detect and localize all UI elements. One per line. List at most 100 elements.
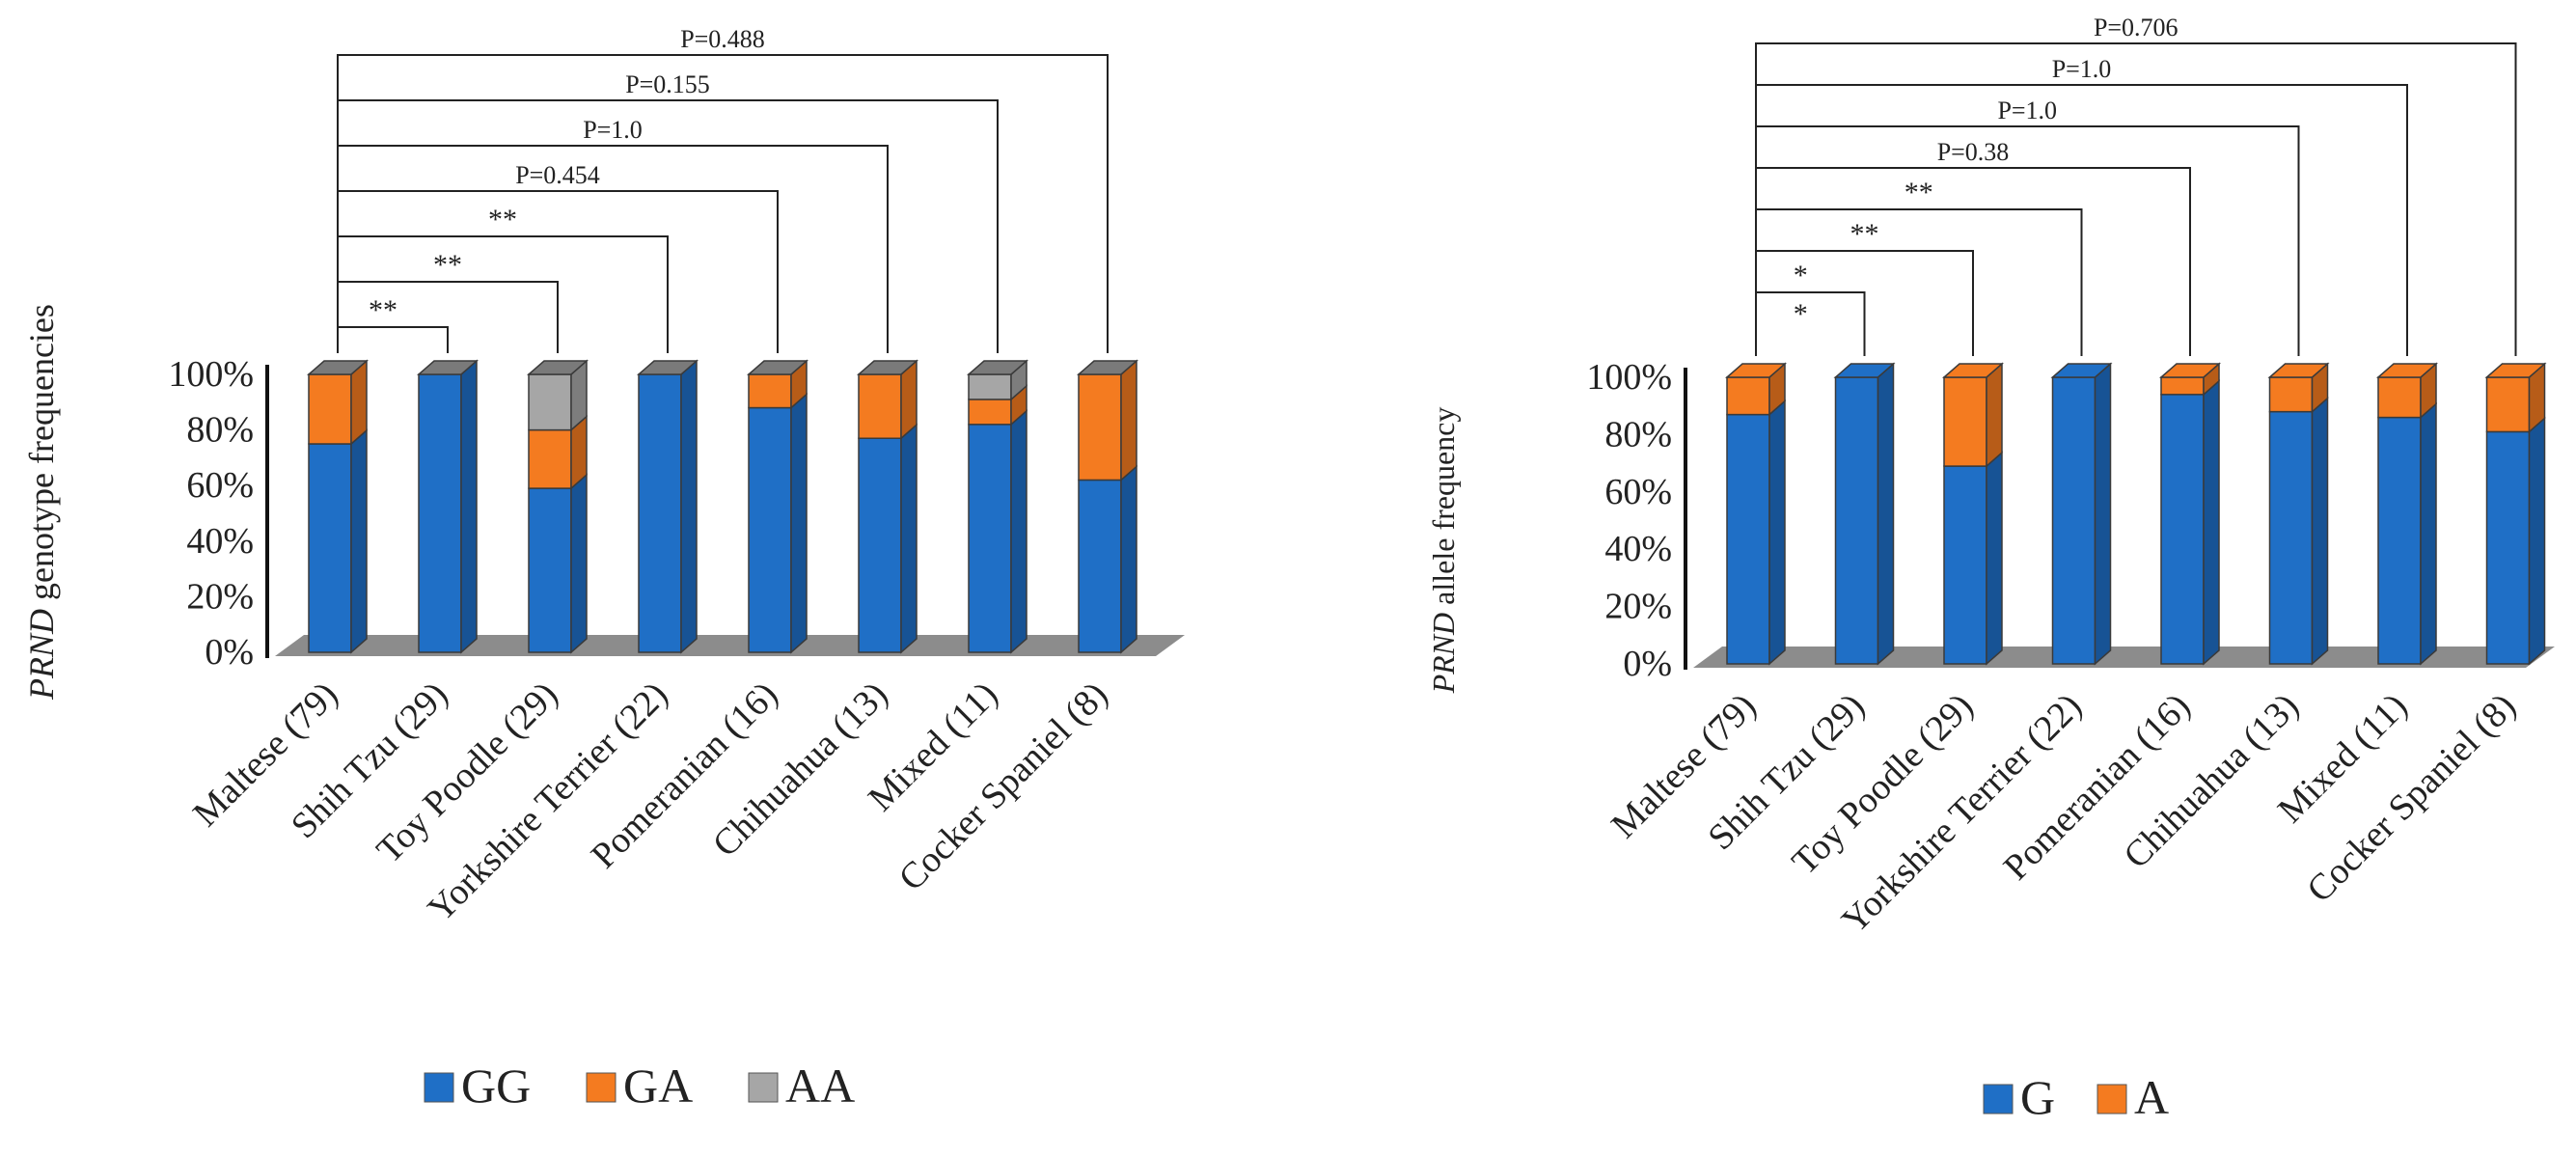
allele-bar-2: [1942, 362, 2004, 666]
genotype-legend-label-GA: GA: [623, 1059, 693, 1113]
allele-bar-3: [2050, 362, 2113, 666]
genotype-bar-top: [307, 360, 369, 375]
allele-comparison-bracket: P=0.706: [1755, 14, 2517, 356]
genotype-bar-seg-GA: [858, 373, 902, 439]
allele-bracket-label: P=0.38: [1937, 138, 2010, 166]
genotype-bar-seg-GG: [858, 437, 902, 653]
allele-bar-seg-G: [1726, 413, 1770, 665]
allele-bar-seg-A: [2377, 376, 2422, 419]
genotype-bar-3: [637, 359, 699, 654]
allele-legend-label-A: A: [2134, 1070, 2169, 1124]
genotype-bar-seg-GG: [418, 373, 462, 653]
genotype-bracket-line: [337, 326, 449, 353]
allele-bar-side-G: [1877, 362, 1895, 666]
genotype-bar-seg-GG: [638, 373, 682, 653]
genotype-bar-top: [527, 360, 589, 375]
genotype-bar-side-GA: [350, 359, 368, 446]
allele-bar-6: [2376, 362, 2438, 666]
genotype-bracket-label: P=0.454: [515, 161, 600, 189]
allele-bar-seg-A: [2160, 376, 2205, 396]
allele-legend-swatch-A: [2096, 1084, 2127, 1115]
allele-bracket-label: P=0.706: [2094, 14, 2179, 41]
genotype-bar-seg-AA: [968, 373, 1012, 400]
genotype-y-axis-label-text: genotype frequencies: [22, 304, 61, 609]
genotype-bar-side-GG: [1010, 409, 1028, 654]
genotype-floor: [275, 635, 1185, 656]
genotype-bracket-label: **: [488, 204, 517, 235]
allele-y-tick-label: 40%: [1604, 529, 1672, 569]
allele-bracket-label: P=1.0: [1997, 96, 2057, 124]
genotype-bar-top: [857, 360, 918, 375]
genotype-legend-swatch-GG: [424, 1072, 454, 1103]
genotype-bar-seg-GA: [308, 373, 352, 445]
allele-bar-seg-G: [1834, 376, 1879, 665]
allele-bar-seg-G: [2268, 410, 2314, 665]
genotype-bar-side-GG: [790, 392, 808, 654]
genotype-comparison-bracket: **: [337, 249, 559, 353]
genotype-bar-seg-GG: [1078, 479, 1122, 653]
allele-bar-side-A: [1986, 362, 2003, 468]
allele-y-axis-label: PRND allele frequency: [1426, 407, 1461, 695]
genotype-comparison-bracket: P=0.488: [337, 25, 1109, 353]
genotype-comparison-bracket: **: [337, 294, 449, 353]
genotype-bar-side-GA: [1120, 359, 1137, 482]
genotype-bar-side-GG: [460, 359, 478, 654]
allele-bar-top: [2267, 363, 2330, 378]
allele-legend-label-G: G: [2020, 1070, 2055, 1124]
genotype-bar-seg-GA: [748, 373, 792, 409]
allele-y-tick-label: 60%: [1604, 472, 1672, 512]
genotype-bar-0: [307, 359, 369, 654]
allele-bar-top: [1942, 363, 2004, 378]
allele-floor: [1693, 647, 2555, 668]
genotype-bracket-line: [337, 54, 1109, 353]
genotype-legend-label-GG: GG: [461, 1059, 531, 1113]
genotype-legend-swatch-GA: [586, 1072, 617, 1103]
genotype-bracket-label: **: [369, 294, 397, 326]
allele-bar-seg-A: [2268, 376, 2314, 413]
genotype-bar-seg-GG: [308, 443, 352, 653]
genotype-bar-seg-GA: [528, 428, 572, 489]
allele-comparison-bracket: *: [1755, 260, 1866, 356]
genotype-bar-top: [1077, 360, 1138, 375]
allele-category-label: Cocker Spaniel (8): [2299, 686, 2524, 911]
allele-y-axis-label-gene: PRND: [1426, 613, 1461, 695]
genotype-y-axis-label-gene: PRND: [22, 609, 61, 701]
allele-bar-0: [1725, 362, 1787, 666]
allele-bar-7: [2484, 362, 2547, 666]
allele-y-tick-label: 80%: [1604, 414, 1672, 454]
allele-bar-top: [1833, 363, 1896, 378]
allele-category-label: Pomeranian (16): [1996, 686, 2199, 889]
genotype-bar-side-GG: [1120, 464, 1137, 654]
genotype-legend-swatch-AA: [748, 1072, 779, 1103]
genotype-frequency-chart: 0% 20% 40% 60% 80% 100% PRND genotype frequenc…: [22, 25, 1185, 1113]
allele-bar-seg-A: [2485, 376, 2531, 433]
genotype-bar-5: [857, 359, 918, 654]
allele-bracket-label: **: [1905, 177, 1933, 208]
allele-bracket-label: *: [1794, 260, 1808, 291]
genotype-bar-seg-GA: [968, 399, 1012, 426]
allele-bar-seg-G: [1943, 465, 1987, 665]
allele-y-tick-label: 20%: [1604, 587, 1672, 627]
genotype-bar-6: [967, 359, 1028, 654]
allele-extra-asterisk: *: [1794, 298, 1808, 330]
allele-y-axis-label-text: allele frequency: [1426, 407, 1461, 613]
genotype-y-tick-label: 60%: [186, 465, 254, 506]
allele-bar-seg-G: [2377, 416, 2422, 665]
allele-bar-side-G: [2311, 396, 2329, 666]
allele-bracket-label: **: [1850, 218, 1879, 250]
allele-bar-top: [2484, 363, 2547, 378]
genotype-bar-7: [1077, 359, 1138, 654]
allele-bar-seg-A: [1943, 376, 1987, 467]
allele-bar-side-G: [2420, 401, 2437, 666]
allele-bar-seg-G: [2485, 430, 2531, 665]
genotype-bar-seg-GG: [968, 424, 1012, 653]
genotype-y-tick-label: 80%: [186, 410, 254, 451]
genotype-bar-4: [747, 359, 808, 654]
allele-bar-4: [2159, 362, 2221, 666]
genotype-y-axis-label: PRND genotype frequencies: [22, 304, 61, 701]
allele-bar-side-G: [1768, 399, 1786, 666]
allele-bar-side-G: [1986, 451, 2003, 666]
genotype-bracket-label: P=0.488: [680, 25, 765, 53]
